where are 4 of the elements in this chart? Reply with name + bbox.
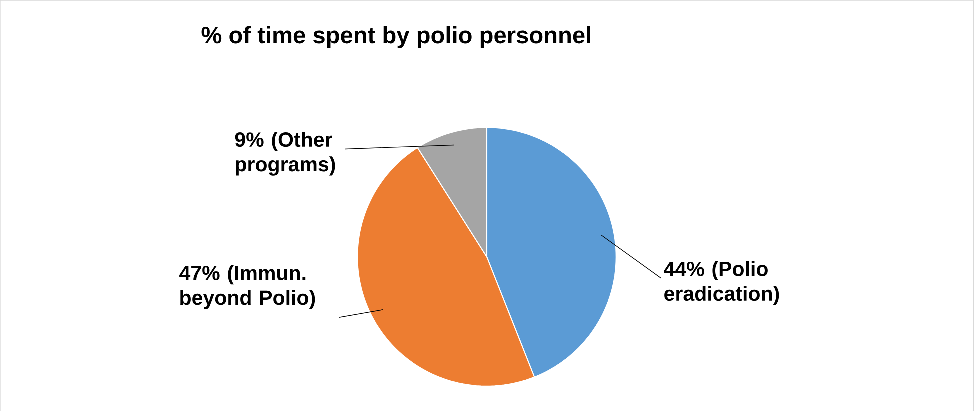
slice-label: 47% (Immun. beyond Polio)	[180, 265, 316, 310]
chart-title: % of time spent by polio personnel	[202, 26, 590, 48]
slice-label: 9% (Other programs)	[235, 132, 336, 176]
slice-label: 44% (Polio eradication)	[664, 261, 780, 305]
